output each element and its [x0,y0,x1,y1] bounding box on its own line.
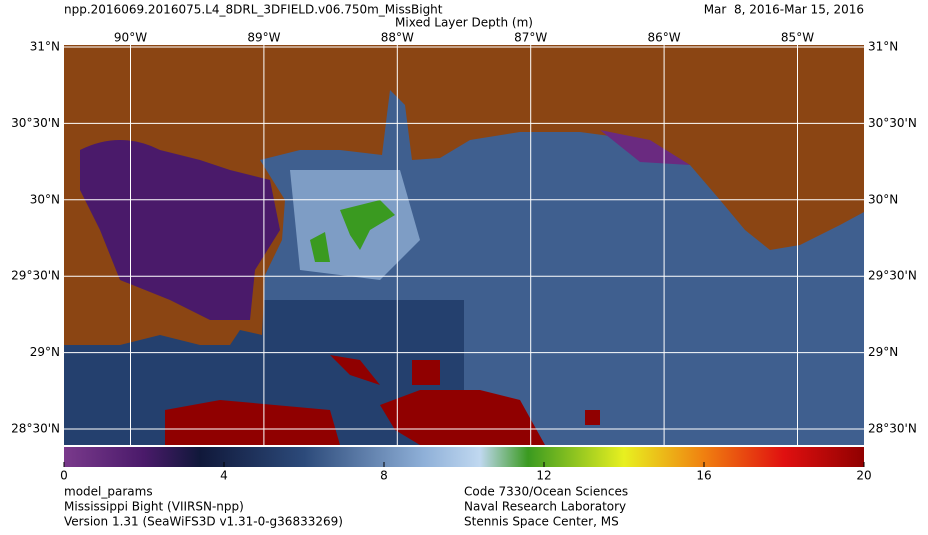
subtitle: Mixed Layer Depth (m) [395,16,533,30]
footer-right: Naval Research Laboratory [464,500,626,514]
deep-mld [380,390,545,445]
colorbar-tick-label: 0 [60,469,68,483]
map [64,45,864,445]
labels: 90°W 89°W 88°W 87°W 86°W 85°W 31°N 31°N 30°30'N 3… [11,31,917,483]
date-range: Mar 8, 2016-Mar 15, 2016 [704,3,864,17]
colorbar-tick-label: 12 [536,469,551,483]
latitude-label: 31°N [868,40,898,54]
footer-left: model_params [64,485,153,499]
latitude-label: 29°N [868,345,898,359]
high-mld [340,200,395,250]
footer-left: Mississippi Bight (VIIRSN-npp) [64,500,244,514]
footer-right: Stennis Space Center, MS [464,515,619,529]
grid [64,45,864,445]
deep-mld [585,410,600,425]
colorbar [64,447,864,467]
longitude-label: 88°W [381,31,414,45]
title: npp.2016069.2016075.L4_8DRL_3DFIELD.v06.… [64,3,443,17]
colorbar-tick-label: 8 [380,469,388,483]
deep-mld [412,360,440,385]
longitude-label: 85°W [781,31,814,45]
latitude-label: 30°30'N [11,116,60,130]
latitude-label: 30°30'N [868,116,917,130]
longitude-label: 86°W [648,31,681,45]
deep-mld [165,400,340,445]
latitude-label: 30°N [868,192,898,206]
longitude-label: 90°W [114,31,147,45]
colorbar-tick-label: 20 [856,469,871,483]
footer-right: Code 7330/Ocean Sciences [464,485,628,499]
latitude-label: 29°N [30,345,60,359]
deep-mld [330,355,380,385]
colorbar-tick-label: 4 [220,469,228,483]
longitude-label: 87°W [514,31,547,45]
footer-left: Version 1.31 (SeaWiFS3D v1.31-0-g3683326… [64,515,343,529]
colorbar-tick-label: 16 [696,469,711,483]
latitude-label: 28°30'N [11,422,60,436]
latitude-label: 30°N [30,192,60,206]
longitude-label: 89°W [247,31,280,45]
latitude-label: 31°N [30,40,60,54]
latitude-label: 29°30'N [868,269,917,283]
latitude-label: 28°30'N [868,422,917,436]
shelf [600,130,690,165]
high-mld [310,232,330,262]
latitude-label: 29°30'N [11,269,60,283]
